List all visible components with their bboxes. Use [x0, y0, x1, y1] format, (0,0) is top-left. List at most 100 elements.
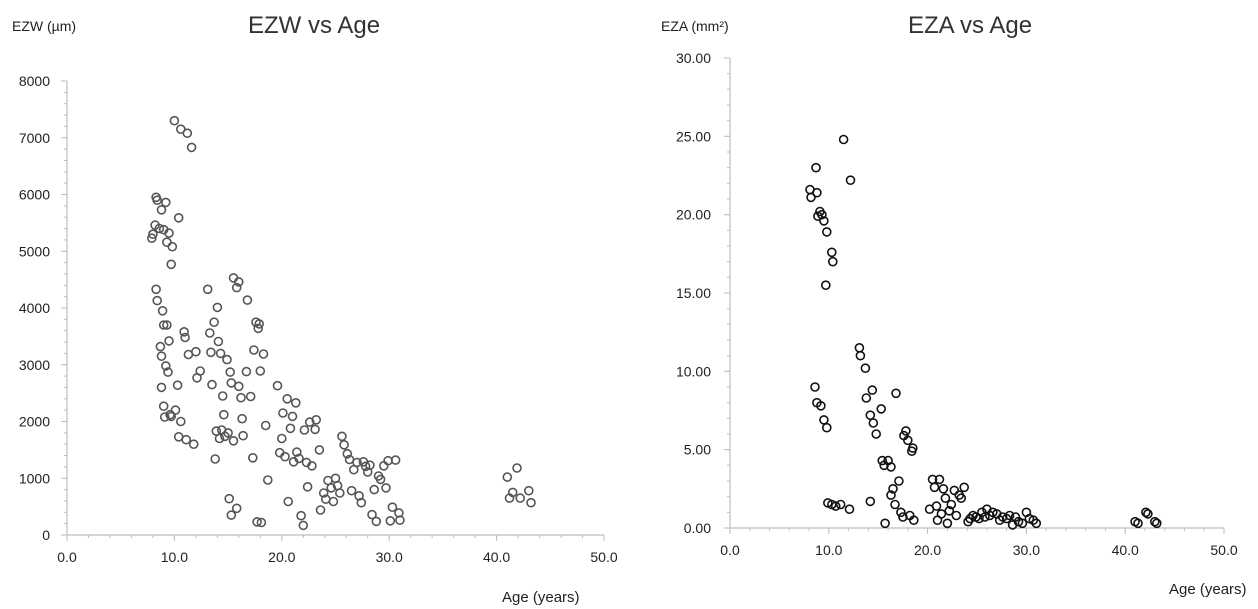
ezw-data-point — [237, 413, 247, 424]
eza-data-point — [819, 216, 829, 226]
ezw-data-point — [252, 517, 262, 527]
ezw-data-point — [248, 452, 258, 463]
ezw-data-point — [176, 416, 186, 427]
ezw-data-point — [502, 472, 513, 482]
ezw-data-point — [209, 317, 219, 328]
ezw-data-point — [255, 366, 266, 376]
ezw-data-point — [249, 345, 259, 355]
eza-data-point — [949, 485, 960, 496]
eza-data-point — [880, 518, 890, 529]
ezw-data-point — [166, 259, 176, 270]
ezw-data-point — [367, 509, 377, 520]
ezw-data-point — [161, 361, 171, 371]
ezw-data-point — [157, 305, 168, 316]
ezw-data-point — [371, 516, 382, 527]
ezw-data-point — [290, 397, 301, 408]
eza-data-point — [936, 509, 947, 519]
ezw-data-point — [314, 445, 325, 455]
ezw-data-point — [148, 229, 158, 239]
ezw-data-point — [375, 474, 386, 485]
eza-scatter-plot: 0.0 10.0 20.0 30.0 40.0 50.0 0.00 5.00 10.00 15.0… — [676, 50, 1238, 558]
eza-data-point — [898, 512, 908, 522]
eza-data-point — [867, 385, 878, 395]
ezw-data-point — [169, 115, 180, 126]
ezw-data-point — [195, 366, 205, 376]
eza-data-point — [822, 227, 832, 237]
eza-data-point — [877, 455, 887, 466]
ezw-data-point — [299, 425, 310, 435]
ezw-data-point — [256, 517, 267, 528]
ezw-data-point — [296, 510, 306, 521]
eza-y-tick-label: 0.00 — [684, 520, 711, 536]
ezw-data-point — [151, 284, 161, 295]
ezw-data-point — [507, 487, 518, 498]
eza-data-point — [854, 342, 865, 353]
ezw-data-point — [152, 195, 162, 205]
ezw-x-tick-label: 50.0 — [590, 549, 617, 565]
ezw-data-point — [254, 319, 265, 329]
ezw-y-tick-label: 2000 — [19, 414, 50, 430]
ezw-data-point — [220, 431, 230, 442]
ezw-data-point — [512, 463, 522, 473]
eza-data-point — [1001, 513, 1012, 524]
ezw-data-point — [158, 320, 169, 330]
ezw-data-point — [245, 391, 256, 402]
ezw-data-point — [228, 435, 239, 446]
ezw-y-tick-label: 6000 — [19, 187, 50, 203]
eza-y-axis-label: EZA (mm²) — [661, 18, 729, 34]
ezw-data-point — [225, 367, 235, 377]
eza-x-tick-label: 40.0 — [1112, 542, 1139, 558]
eza-data-point — [1133, 518, 1143, 529]
ezw-data-point — [356, 497, 367, 508]
ezw-data-point — [202, 284, 213, 295]
ezw-data-point — [180, 332, 190, 343]
eza-data-point — [865, 496, 876, 507]
ezw-chart-panel: EZW (µm) EZW vs Age 0.0 10.0 20.0 30.0 40.0 5… — [12, 12, 618, 606]
eza-data-point — [871, 429, 881, 439]
ezw-data-point — [179, 326, 189, 337]
ezw-data-point — [156, 205, 167, 215]
ezw-data-point — [310, 424, 320, 435]
eza-data-point — [890, 499, 900, 510]
eza-data-point — [901, 426, 911, 436]
ezw-data-point — [215, 348, 226, 359]
ezw-data-point — [147, 233, 157, 243]
ezw-data-point — [206, 347, 216, 358]
ezw-x-tick-label: 20.0 — [268, 549, 295, 565]
ezw-data-point — [311, 414, 322, 425]
ezw-data-point — [337, 431, 347, 442]
eza-data-point — [946, 499, 957, 510]
eza-data-point — [855, 350, 866, 361]
ezw-y-tick-label: 7000 — [19, 130, 50, 146]
eza-y-tick-label: 5.00 — [684, 442, 711, 458]
ezw-y-tick-label: 0 — [42, 527, 50, 543]
ezw-scatter-plot: 0.0 10.0 20.0 30.0 40.0 50.0 0 1000 2000 3000 4000… — [19, 73, 618, 565]
eza-y-tick-label: 10.00 — [676, 363, 711, 379]
eza-x-tick-label: 30.0 — [1013, 542, 1040, 558]
ezw-data-point — [205, 328, 215, 338]
ezw-data-point — [287, 411, 298, 422]
ezw-x-tick-label: 40.0 — [483, 549, 510, 565]
eza-data-point — [951, 510, 962, 521]
eza-data-point — [902, 435, 913, 446]
ezw-data-point — [234, 277, 244, 287]
ezw-data-point — [346, 485, 357, 496]
ezw-data-point — [334, 488, 345, 498]
ezw-data-point — [156, 351, 167, 362]
ezw-data-point — [278, 408, 288, 418]
ezw-data-point — [214, 433, 225, 444]
ezw-data-point — [161, 197, 171, 208]
eza-data-point — [1017, 518, 1028, 529]
eza-data-point — [828, 256, 838, 267]
eza-data-point — [1031, 518, 1042, 529]
ezw-data-point — [395, 515, 405, 526]
ezw-data-point — [258, 349, 269, 359]
eza-data-point — [944, 505, 955, 516]
ezw-data-point — [352, 457, 362, 468]
ezw-data-point — [152, 295, 162, 306]
eza-data-point — [838, 134, 849, 145]
eza-data-point — [876, 404, 886, 414]
ezw-data-point — [294, 453, 304, 464]
ezw-data-point — [181, 434, 191, 445]
ezw-y-axis-label: EZW (µm) — [12, 18, 77, 34]
